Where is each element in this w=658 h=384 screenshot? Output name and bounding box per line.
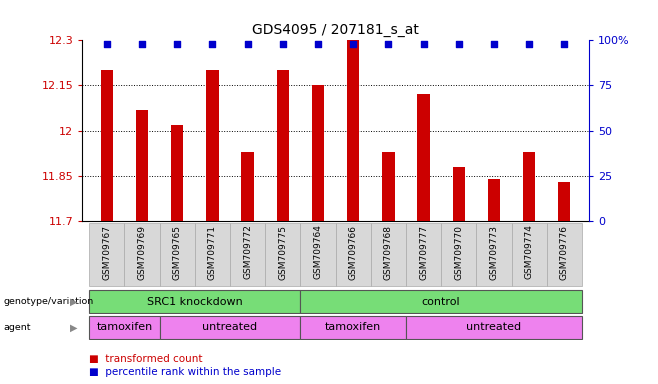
- Text: GSM709766: GSM709766: [349, 225, 358, 280]
- Point: [348, 41, 359, 47]
- Bar: [453, 167, 465, 221]
- Bar: [89, 223, 124, 286]
- Point: [278, 41, 288, 47]
- Text: GSM709775: GSM709775: [278, 225, 288, 280]
- Text: agent: agent: [3, 323, 31, 332]
- Text: GSM709765: GSM709765: [173, 225, 182, 280]
- Bar: [206, 70, 218, 221]
- Bar: [160, 316, 301, 339]
- Text: tamoxifen: tamoxifen: [325, 322, 381, 333]
- Text: SRC1 knockdown: SRC1 knockdown: [147, 296, 243, 307]
- Text: GSM709774: GSM709774: [524, 225, 534, 280]
- Point: [559, 41, 570, 47]
- Bar: [124, 223, 160, 286]
- Point: [172, 41, 182, 47]
- Text: genotype/variation: genotype/variation: [3, 297, 93, 306]
- Bar: [171, 124, 184, 221]
- Point: [524, 41, 534, 47]
- Point: [101, 41, 112, 47]
- Bar: [301, 223, 336, 286]
- Bar: [511, 223, 547, 286]
- Text: GSM709767: GSM709767: [103, 225, 111, 280]
- Point: [383, 41, 393, 47]
- Bar: [89, 316, 160, 339]
- Text: GSM709764: GSM709764: [313, 225, 322, 280]
- Bar: [265, 223, 301, 286]
- Bar: [370, 223, 406, 286]
- Bar: [89, 290, 301, 313]
- Point: [137, 41, 147, 47]
- Bar: [241, 152, 254, 221]
- Text: GSM709771: GSM709771: [208, 225, 217, 280]
- Point: [489, 41, 499, 47]
- Text: GSM709769: GSM709769: [138, 225, 147, 280]
- Text: control: control: [422, 296, 461, 307]
- Bar: [347, 40, 359, 221]
- Bar: [417, 94, 430, 221]
- Text: GSM709776: GSM709776: [560, 225, 569, 280]
- Text: untreated: untreated: [467, 322, 522, 333]
- Bar: [476, 223, 511, 286]
- Point: [453, 41, 464, 47]
- Text: GSM709768: GSM709768: [384, 225, 393, 280]
- Bar: [101, 70, 113, 221]
- Bar: [160, 223, 195, 286]
- Text: ■  percentile rank within the sample: ■ percentile rank within the sample: [89, 367, 281, 377]
- Point: [313, 41, 323, 47]
- Bar: [136, 109, 148, 221]
- Point: [242, 41, 253, 47]
- Text: GSM709773: GSM709773: [490, 225, 498, 280]
- Text: GSM709777: GSM709777: [419, 225, 428, 280]
- Point: [207, 41, 218, 47]
- Bar: [523, 152, 535, 221]
- Bar: [195, 223, 230, 286]
- Bar: [558, 182, 570, 221]
- Text: ▶: ▶: [70, 296, 78, 307]
- Text: ■  transformed count: ■ transformed count: [89, 354, 202, 364]
- Bar: [276, 70, 289, 221]
- Bar: [312, 86, 324, 221]
- Text: GSM709770: GSM709770: [454, 225, 463, 280]
- Text: ▶: ▶: [70, 322, 78, 333]
- Text: untreated: untreated: [203, 322, 257, 333]
- Bar: [382, 152, 395, 221]
- Bar: [301, 316, 406, 339]
- Bar: [406, 316, 582, 339]
- Bar: [406, 223, 441, 286]
- Bar: [301, 290, 582, 313]
- Bar: [547, 223, 582, 286]
- Title: GDS4095 / 207181_s_at: GDS4095 / 207181_s_at: [252, 23, 419, 36]
- Bar: [336, 223, 370, 286]
- Text: tamoxifen: tamoxifen: [96, 322, 153, 333]
- Text: GSM709772: GSM709772: [243, 225, 252, 280]
- Point: [418, 41, 429, 47]
- Bar: [230, 223, 265, 286]
- Bar: [441, 223, 476, 286]
- Bar: [488, 179, 500, 221]
